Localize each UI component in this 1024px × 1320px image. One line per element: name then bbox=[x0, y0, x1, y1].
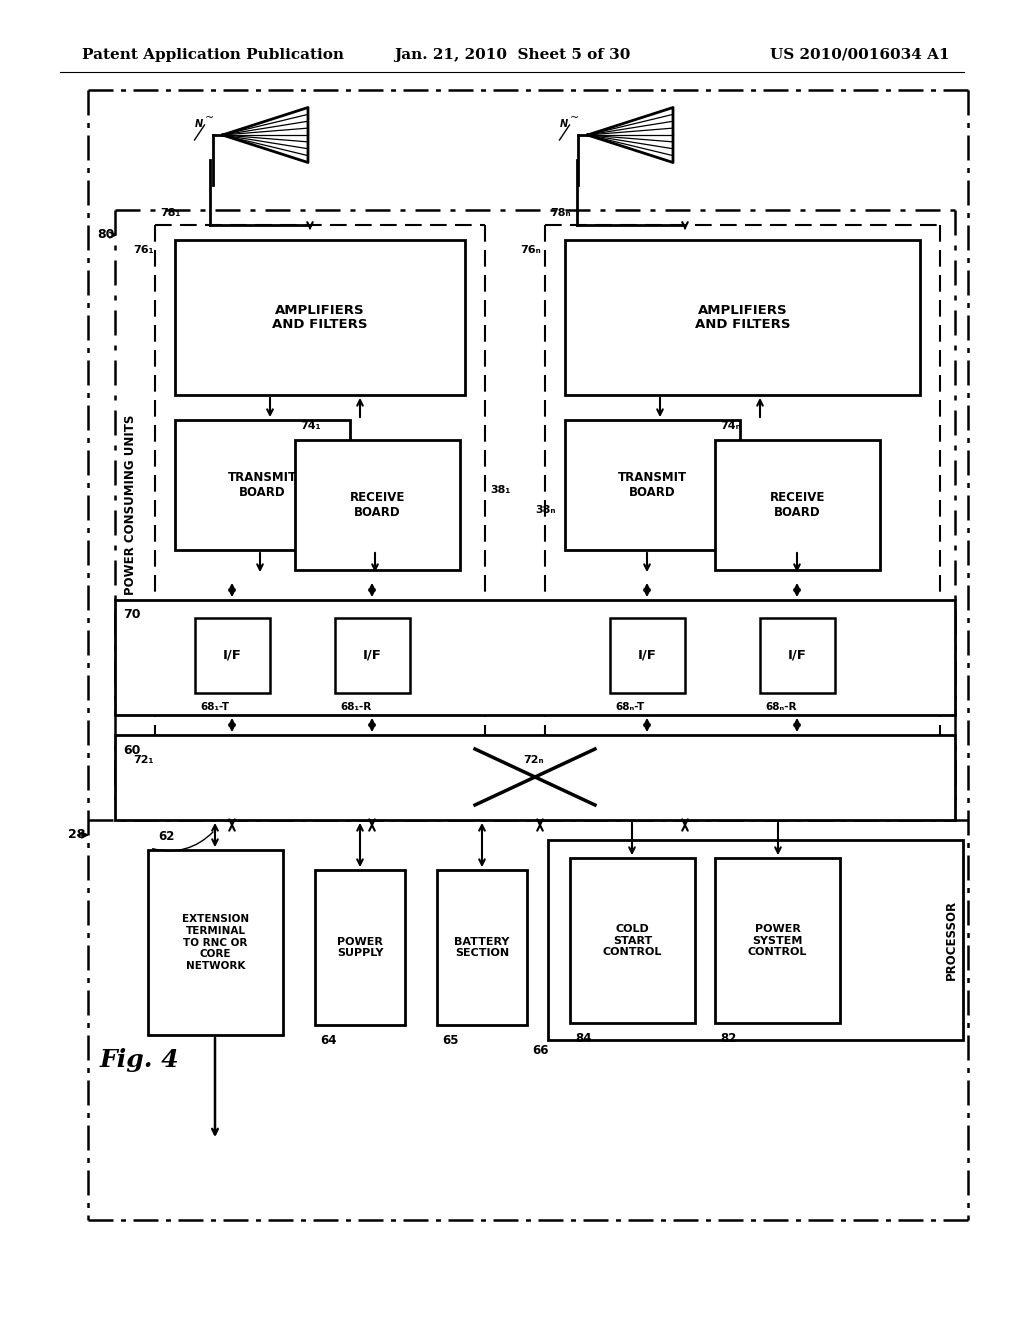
Text: EXTENSION
TERMINAL
TO RNC OR
CORE
NETWORK: EXTENSION TERMINAL TO RNC OR CORE NETWOR… bbox=[182, 915, 249, 970]
Polygon shape bbox=[222, 107, 308, 162]
Bar bbox=[115, 735, 955, 820]
Text: ~: ~ bbox=[569, 114, 579, 123]
Text: Jan. 21, 2010  Sheet 5 of 30: Jan. 21, 2010 Sheet 5 of 30 bbox=[394, 48, 630, 62]
Bar bbox=[715, 858, 840, 1023]
Text: COLD
START
CONTROL: COLD START CONTROL bbox=[603, 924, 663, 957]
Bar bbox=[715, 440, 880, 570]
Text: 72ₙ: 72ₙ bbox=[523, 755, 544, 766]
Text: I/F: I/F bbox=[364, 649, 382, 663]
Text: 74ₙ: 74ₙ bbox=[720, 421, 740, 432]
Bar bbox=[195, 618, 270, 693]
Polygon shape bbox=[588, 107, 673, 162]
Text: 38₁: 38₁ bbox=[490, 484, 510, 495]
Bar bbox=[115, 601, 955, 715]
Text: TRANSMIT
BOARD: TRANSMIT BOARD bbox=[228, 471, 297, 499]
Bar bbox=[148, 850, 283, 1035]
Text: 76₁: 76₁ bbox=[133, 246, 154, 255]
Text: 84: 84 bbox=[575, 1032, 592, 1045]
Bar bbox=[175, 420, 350, 550]
Text: POWER CONSUMING UNITS: POWER CONSUMING UNITS bbox=[124, 414, 136, 595]
Bar bbox=[570, 858, 695, 1023]
Text: I/F: I/F bbox=[223, 649, 242, 663]
Text: Fig. 4: Fig. 4 bbox=[100, 1048, 179, 1072]
Text: POWER
SUPPLY: POWER SUPPLY bbox=[337, 937, 383, 958]
Text: PROCESSOR: PROCESSOR bbox=[944, 900, 957, 979]
Text: RECEIVE
BOARD: RECEIVE BOARD bbox=[350, 491, 406, 519]
Text: 74₁: 74₁ bbox=[300, 421, 321, 432]
Text: 68₁-R: 68₁-R bbox=[340, 702, 372, 711]
Text: 68₁-T: 68₁-T bbox=[200, 702, 229, 711]
Text: 62: 62 bbox=[158, 829, 174, 842]
Bar bbox=[175, 240, 465, 395]
Bar bbox=[565, 420, 740, 550]
Text: 68ₙ-R: 68ₙ-R bbox=[765, 702, 797, 711]
Text: 76ₙ: 76ₙ bbox=[520, 246, 541, 255]
Text: 78₁: 78₁ bbox=[160, 209, 180, 218]
Text: 82: 82 bbox=[720, 1032, 736, 1045]
Text: RECEIVE
BOARD: RECEIVE BOARD bbox=[770, 491, 825, 519]
Text: TRANSMIT
BOARD: TRANSMIT BOARD bbox=[617, 471, 687, 499]
Text: 80: 80 bbox=[97, 228, 115, 242]
Text: 66: 66 bbox=[532, 1044, 549, 1057]
Text: I/F: I/F bbox=[788, 649, 807, 663]
Text: 68ₙ-T: 68ₙ-T bbox=[615, 702, 644, 711]
Text: 70: 70 bbox=[123, 607, 140, 620]
Text: Patent Application Publication: Patent Application Publication bbox=[82, 48, 344, 62]
Text: 65: 65 bbox=[442, 1035, 459, 1048]
Text: 64: 64 bbox=[319, 1035, 337, 1048]
Bar bbox=[548, 840, 963, 1040]
Text: ~: ~ bbox=[205, 114, 214, 123]
Text: 72₁: 72₁ bbox=[133, 755, 154, 766]
Text: 78ₙ: 78ₙ bbox=[550, 209, 570, 218]
Text: US 2010/0016034 A1: US 2010/0016034 A1 bbox=[770, 48, 950, 62]
Text: AMPLIFIERS
AND FILTERS: AMPLIFIERS AND FILTERS bbox=[694, 304, 791, 331]
Bar bbox=[760, 618, 835, 693]
Bar bbox=[565, 240, 920, 395]
Text: POWER
SYSTEM
CONTROL: POWER SYSTEM CONTROL bbox=[748, 924, 807, 957]
Text: AMPLIFIERS
AND FILTERS: AMPLIFIERS AND FILTERS bbox=[272, 304, 368, 331]
Bar bbox=[295, 440, 460, 570]
Text: 38ₙ: 38ₙ bbox=[535, 506, 555, 515]
Bar bbox=[335, 618, 410, 693]
Bar bbox=[315, 870, 406, 1026]
Bar bbox=[437, 870, 527, 1026]
Text: N: N bbox=[559, 119, 567, 129]
Text: 28: 28 bbox=[68, 829, 85, 842]
Text: I/F: I/F bbox=[638, 649, 657, 663]
Bar bbox=[610, 618, 685, 693]
Text: 60: 60 bbox=[123, 744, 140, 758]
Text: BATTERY
SECTION: BATTERY SECTION bbox=[455, 937, 510, 958]
Text: N: N bbox=[195, 119, 203, 129]
